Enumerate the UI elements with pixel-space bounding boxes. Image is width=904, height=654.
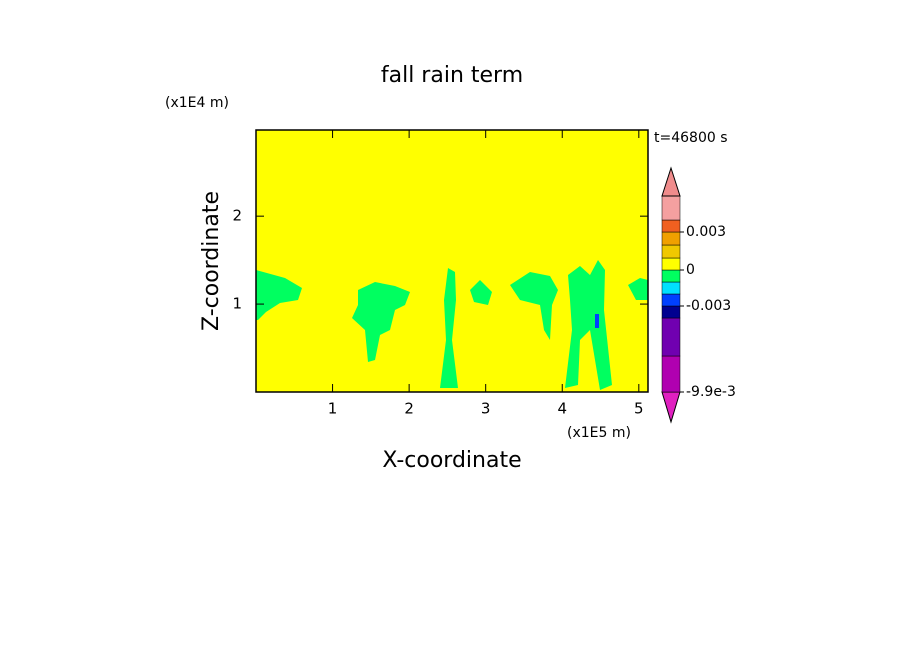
- plot-frame: [255, 129, 649, 393]
- contour-region: [595, 314, 599, 328]
- colorbar-cell: [661, 195, 681, 221]
- colorbar-cell: [661, 391, 681, 424]
- time-label: t=46800 s: [654, 130, 728, 146]
- colorbar-cell: [661, 219, 681, 233]
- colorbar-cell: [661, 166, 681, 197]
- colorbar-label: 0: [686, 262, 695, 278]
- x-tick-label: 1: [328, 400, 338, 418]
- colorbar-cell: [661, 317, 681, 357]
- y-unit: (x1E4 m): [165, 95, 229, 111]
- contour-region: [352, 282, 410, 362]
- x-tick-label: 2: [404, 400, 414, 418]
- contour-regions: [256, 260, 648, 390]
- contour-region: [510, 272, 558, 340]
- contour-region: [470, 280, 492, 305]
- contour-region: [440, 268, 458, 388]
- colorbar-cell: [661, 293, 681, 307]
- colorbar-cell: [661, 231, 681, 246]
- colorbar-cell: [661, 269, 681, 283]
- contour-region: [256, 270, 302, 320]
- y-tick-label: 2: [232, 207, 242, 225]
- contour-region: [628, 278, 648, 300]
- colorbar-cell: [661, 244, 681, 259]
- colorbar-label: 0.003: [686, 224, 726, 240]
- x-tick-label: 4: [557, 400, 567, 418]
- y-axis-label: Z-coordinate: [199, 191, 224, 331]
- y-tick-label: 1: [232, 295, 242, 313]
- colorbar-cell: [661, 257, 681, 271]
- colorbar-cell: [661, 305, 681, 319]
- colorbar-label: -9.9e-3: [686, 384, 736, 400]
- colorbar-label: -0.003: [686, 298, 731, 314]
- chart-title: fall rain term: [381, 63, 523, 88]
- colorbar-cell: [661, 355, 681, 393]
- x-tick-label: 3: [481, 400, 491, 418]
- contour-region: [565, 260, 612, 390]
- x-unit: (x1E5 m): [567, 425, 631, 441]
- x-tick-label: 5: [634, 400, 644, 418]
- x-axis-label: X-coordinate: [382, 448, 521, 473]
- colorbar-cell: [661, 281, 681, 295]
